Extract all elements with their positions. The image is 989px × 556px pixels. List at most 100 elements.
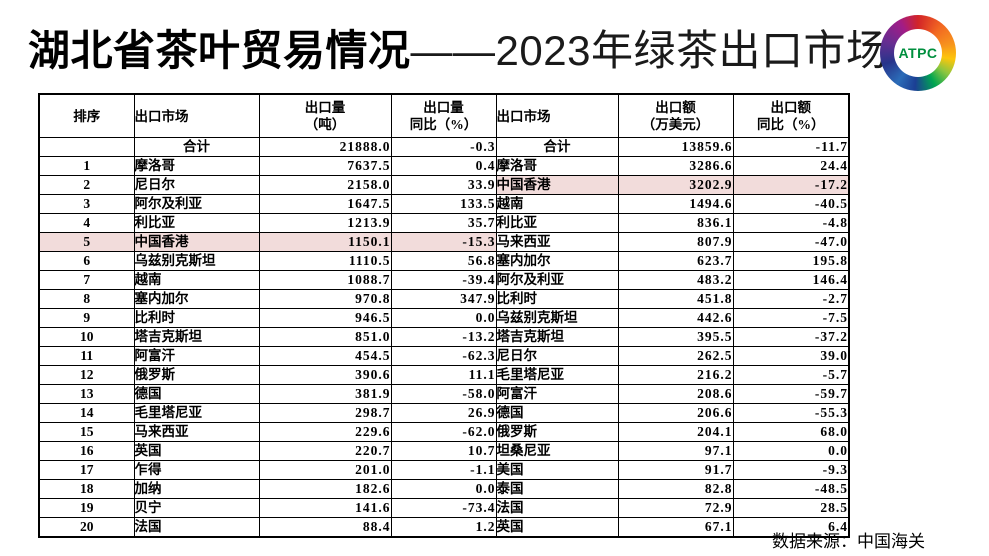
volume-cell: 21888.0 [258,137,392,157]
export-market-table: 排序 出口市场 出口量 （吨） 出口量 同比（%） 出口市场 出口额 [38,93,850,538]
volume-yoy-cell: 0.4 [390,156,497,176]
market-value-cell: 尼日尔 [495,346,619,366]
rank-cell [38,137,135,157]
market-value-cell: 泰国 [495,479,619,499]
market-value-cell: 马来西亚 [495,232,619,252]
table-header: 排序 出口市场 出口量 （吨） 出口量 同比（%） 出口市场 出口额 [38,93,850,138]
market-volume-cell: 摩洛哥 [133,156,260,176]
value-yoy-cell: -2.7 [732,289,850,309]
market-value-cell: 合计 [495,137,619,157]
volume-cell: 220.7 [258,441,392,461]
header-value: 出口额 （万美元） [617,93,734,138]
page-title-main: 湖北省茶叶贸易情况 [28,27,411,74]
value-yoy-cell: 68.0 [732,422,850,442]
market-value-cell: 俄罗斯 [495,422,619,442]
value-yoy-cell: -37.2 [732,327,850,347]
market-volume-cell: 俄罗斯 [133,365,260,385]
market-volume-cell: 马来西亚 [133,422,260,442]
market-volume-cell: 尼日尔 [133,175,260,195]
market-volume-cell: 贝宁 [133,498,260,518]
value-yoy-cell: 24.4 [732,156,850,176]
market-volume-cell: 塔吉克斯坦 [133,327,260,347]
market-value-cell: 美国 [495,460,619,480]
market-volume-cell: 德国 [133,384,260,404]
volume-yoy-cell: -13.2 [390,327,497,347]
value-cell: 91.7 [617,460,734,480]
header-row: 排序 出口市场 出口量 （吨） 出口量 同比（%） 出口市场 出口额 [38,93,850,138]
rank-cell: 16 [38,441,135,461]
volume-yoy-cell: 56.8 [390,251,497,271]
value-yoy-cell: -17.2 [732,175,850,195]
volume-cell: 141.6 [258,498,392,518]
value-cell: 82.8 [617,479,734,499]
value-cell: 451.8 [617,289,734,309]
atpc-logo: ATPC [880,15,956,91]
market-value-cell: 英国 [495,517,619,538]
volume-cell: 970.8 [258,289,392,309]
table-row: 18 加纳 182.6 0.0 泰国 82.8 -48.5 [38,479,850,499]
value-yoy-cell: 39.0 [732,346,850,366]
market-value-cell: 塞内加尔 [495,251,619,271]
rank-cell: 9 [38,308,135,328]
volume-yoy-cell: 10.7 [390,441,497,461]
value-cell: 262.5 [617,346,734,366]
market-value-cell: 中国香港 [495,175,619,195]
value-cell: 807.9 [617,232,734,252]
market-volume-cell: 合计 [133,137,260,157]
volume-yoy-cell: 133.5 [390,194,497,214]
volume-cell: 1213.9 [258,213,392,233]
volume-cell: 454.5 [258,346,392,366]
total-row: 合计 21888.0 -0.3 合计 13859.6 -11.7 [38,137,850,157]
value-cell: 13859.6 [617,137,734,157]
value-cell: 206.6 [617,403,734,423]
value-yoy-cell: -11.7 [732,137,850,157]
value-yoy-cell: -7.5 [732,308,850,328]
value-yoy-cell: -48.5 [732,479,850,499]
volume-yoy-cell: -0.3 [390,137,497,157]
header-volume-yoy: 出口量 同比（%） [390,93,497,138]
table-row: 15 马来西亚 229.6 -62.0 俄罗斯 204.1 68.0 [38,422,850,442]
volume-cell: 7637.5 [258,156,392,176]
market-volume-cell: 越南 [133,270,260,290]
rank-cell: 18 [38,479,135,499]
market-volume-cell: 利比亚 [133,213,260,233]
page-title-subtitle: ——2023年绿茶出口市场 [410,27,889,74]
market-volume-cell: 英国 [133,441,260,461]
data-source: 数据来源：中国海关 [772,532,925,551]
table-row: 11 阿富汗 454.5 -62.3 尼日尔 262.5 39.0 [38,346,850,366]
value-yoy-cell: 146.4 [732,270,850,290]
value-cell: 67.1 [617,517,734,538]
rank-cell: 7 [38,270,135,290]
rank-cell: 10 [38,327,135,347]
value-yoy-cell: 195.8 [732,251,850,271]
market-volume-cell: 塞内加尔 [133,289,260,309]
volume-yoy-cell: 1.2 [390,517,497,538]
rank-cell: 14 [38,403,135,423]
value-cell: 395.5 [617,327,734,347]
logo-text: ATPC [898,45,938,61]
rank-cell: 2 [38,175,135,195]
volume-cell: 390.6 [258,365,392,385]
value-cell: 208.6 [617,384,734,404]
value-yoy-cell: -55.3 [732,403,850,423]
market-value-cell: 德国 [495,403,619,423]
value-cell: 97.1 [617,441,734,461]
table-row: 3 阿尔及利亚 1647.5 133.5 越南 1494.6 -40.5 [38,194,850,214]
table-row: 12 俄罗斯 390.6 11.1 毛里塔尼亚 216.2 -5.7 [38,365,850,385]
volume-yoy-cell: -73.4 [390,498,497,518]
market-volume-cell: 阿富汗 [133,346,260,366]
value-cell: 3286.6 [617,156,734,176]
table-row: 17 乍得 201.0 -1.1 美国 91.7 -9.3 [38,460,850,480]
market-volume-cell: 法国 [133,517,260,538]
rank-cell: 17 [38,460,135,480]
value-cell: 3202.9 [617,175,734,195]
page-title: 湖北省茶叶贸易情况——2023年绿茶出口市场 [28,22,888,90]
table-row: 20 法国 88.4 1.2 英国 67.1 6.4 [38,517,850,538]
table-row: 13 德国 381.9 -58.0 阿富汗 208.6 -59.7 [38,384,850,404]
table-row: 9 比利时 946.5 0.0 乌兹别克斯坦 442.6 -7.5 [38,308,850,328]
volume-cell: 381.9 [258,384,392,404]
rank-cell: 6 [38,251,135,271]
table-row: 4 利比亚 1213.9 35.7 利比亚 836.1 -4.8 [38,213,850,233]
table-row: 10 塔吉克斯坦 851.0 -13.2 塔吉克斯坦 395.5 -37.2 [38,327,850,347]
header-value-yoy: 出口额 同比（%） [732,93,850,138]
